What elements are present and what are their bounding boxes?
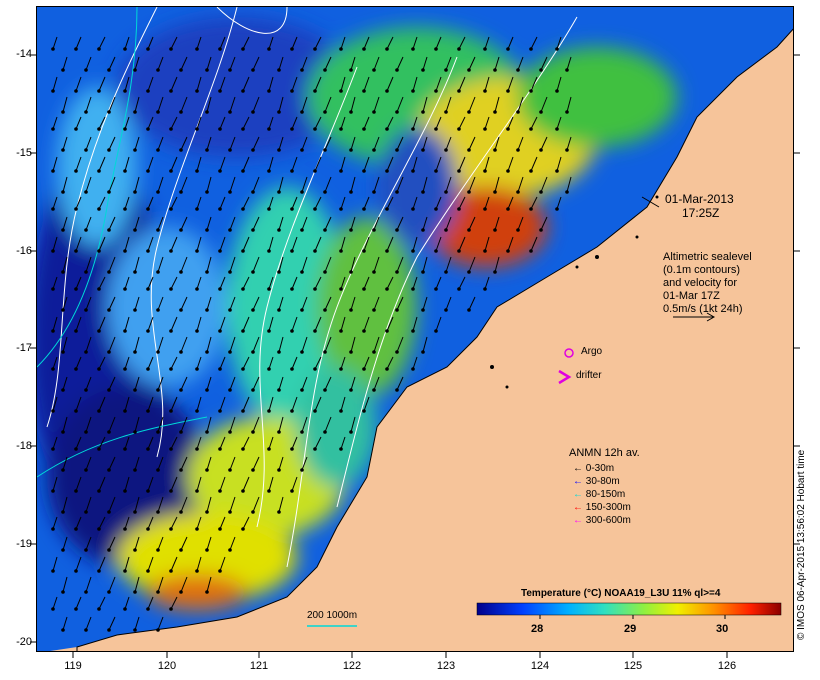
isobath-contours bbox=[37, 7, 208, 478]
x-tick-label: 122 bbox=[342, 660, 362, 672]
anmn-legend-label: 30-80m bbox=[585, 476, 620, 487]
colorbar-tick: 30 bbox=[716, 623, 729, 635]
argo-label: Argo bbox=[581, 346, 603, 357]
sealevel-contours bbox=[46, 7, 578, 568]
anmn-legend-item: ← 150-300m bbox=[573, 502, 631, 513]
coastal-islands bbox=[490, 195, 659, 389]
anmn-legend-label: 300-600m bbox=[585, 515, 631, 526]
anmn-legend-item: ← 30-80m bbox=[573, 476, 620, 487]
y-tick-label: -17 bbox=[16, 342, 32, 354]
x-tick-label: 124 bbox=[530, 660, 550, 672]
colorbar-tick: 29 bbox=[624, 623, 637, 635]
isobath-label: 200 1000m bbox=[307, 610, 358, 621]
y-tick-label: -18 bbox=[16, 440, 32, 452]
anmn-legend-label: 80-150m bbox=[585, 489, 626, 500]
colorbar-tick: 28 bbox=[531, 623, 544, 635]
y-tick-label: -16 bbox=[16, 245, 32, 257]
altimetry-line: (0.1m contours) bbox=[663, 264, 741, 276]
arrow-icon: ← bbox=[573, 489, 586, 500]
altimetry-line: and velocity for bbox=[663, 277, 737, 289]
x-tick-label: 120 bbox=[157, 660, 177, 672]
drifter-label: drifter bbox=[576, 370, 602, 381]
y-tick-label: -15 bbox=[16, 147, 32, 159]
altimetry-line: 01-Mar 17Z bbox=[663, 290, 720, 302]
x-tick-label: 126 bbox=[717, 660, 737, 672]
x-tick-label: 121 bbox=[249, 660, 269, 672]
drifter-marker bbox=[558, 369, 572, 385]
y-tick-label: -20 bbox=[16, 636, 32, 648]
arrow-icon: ← bbox=[573, 463, 586, 474]
image-date: 01-Mar-2013 bbox=[665, 192, 734, 206]
x-tick-label: 123 bbox=[436, 660, 456, 672]
anmn-legend-item: ← 80-150m bbox=[573, 489, 625, 500]
colorbar bbox=[476, 602, 782, 616]
x-tick-label: 125 bbox=[623, 660, 643, 672]
altimetry-note: Altimetric sealevel (0.1m contours) and … bbox=[663, 251, 752, 316]
y-tick-label: -14 bbox=[16, 48, 32, 60]
arrow-icon: ← bbox=[573, 515, 586, 526]
arrow-icon: ← bbox=[573, 476, 586, 487]
anmn-legend-label: 150-300m bbox=[585, 502, 631, 513]
x-tick-label: 119 bbox=[64, 660, 82, 672]
colorbar-title: Temperature (°C) NOAA19_L3U 11% ql>=4 bbox=[521, 588, 721, 599]
argo-marker bbox=[564, 348, 574, 358]
velocity-arrows bbox=[51, 36, 572, 632]
sst-map-canvas bbox=[37, 7, 793, 651]
anmn-legend-label: 0-30m bbox=[585, 463, 615, 474]
sst-map: 01-Mar-2013 17:25Z Altimetric sealevel (… bbox=[36, 6, 794, 652]
image-time: 17:25Z bbox=[682, 206, 720, 220]
y-tick-label: -19 bbox=[16, 538, 32, 550]
credit-text: © IMOS 06-Apr-2015 13:56:02 Hobart time bbox=[796, 449, 807, 640]
altimetry-line: 0.5m/s (1kt 24h) bbox=[663, 303, 743, 315]
arrow-icon: ← bbox=[573, 502, 586, 513]
land-mass bbox=[76, 28, 793, 651]
anmn-legend-title: ANMN 12h av. bbox=[569, 447, 640, 459]
anmn-legend-item: ← 300-600m bbox=[573, 515, 631, 526]
altimetry-line: Altimetric sealevel bbox=[663, 251, 752, 263]
anmn-legend-item: ← 0-30m bbox=[573, 463, 614, 474]
